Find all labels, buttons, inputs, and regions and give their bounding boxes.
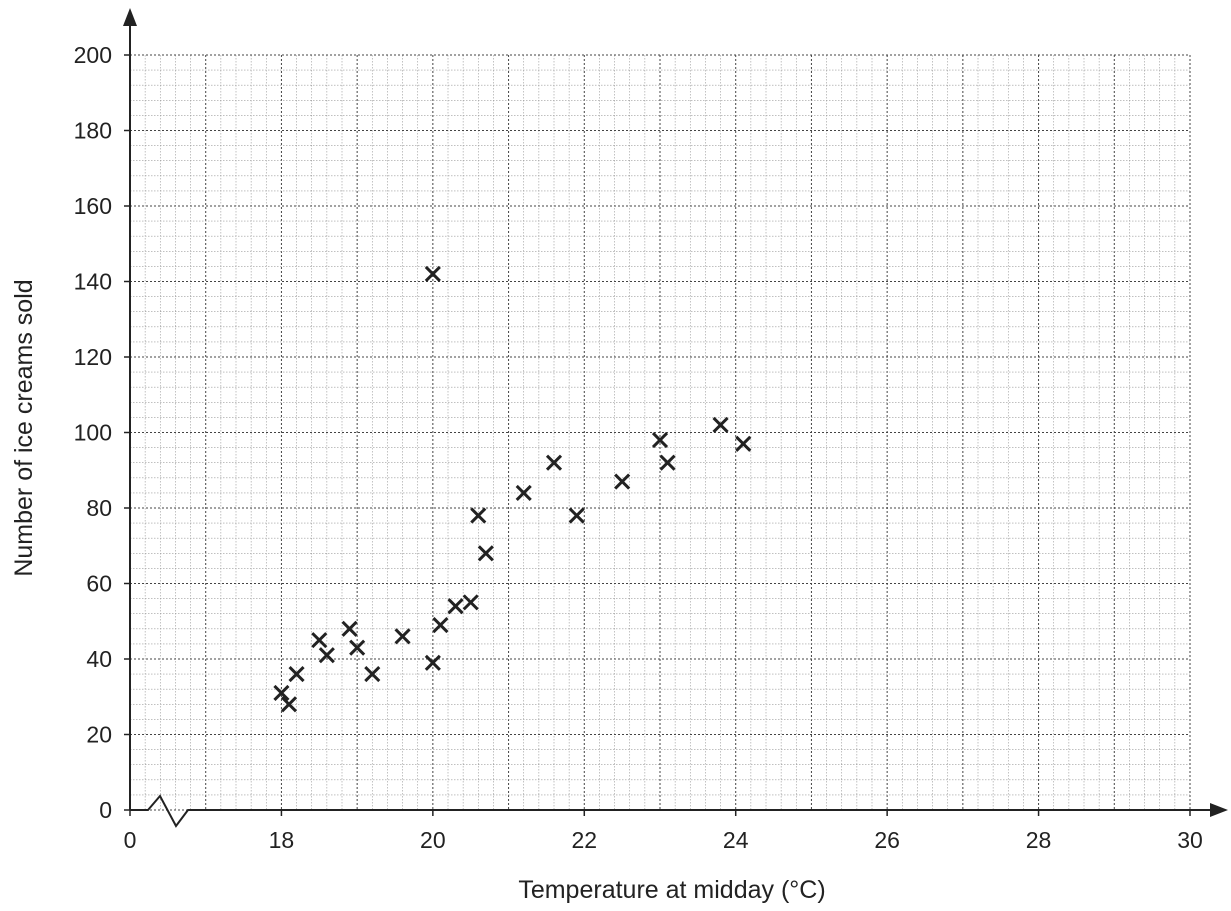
data-point: [515, 484, 532, 501]
data-point: [614, 473, 631, 490]
data-point: [432, 616, 449, 634]
data-point: [273, 684, 290, 702]
data-point: [424, 265, 441, 283]
data-point-stroke: [311, 632, 328, 649]
x-tick-label: 18: [269, 827, 295, 853]
data-point: [349, 639, 366, 656]
data-point-stroke: [424, 654, 441, 671]
data-point-stroke: [364, 666, 381, 683]
data-points: [273, 265, 752, 713]
data-point: [659, 454, 676, 471]
data-point-stroke: [394, 628, 411, 645]
data-point: [424, 654, 441, 671]
data-point: [394, 628, 411, 645]
y-axis-label: Number of ice creams sold: [10, 279, 38, 576]
data-point-stroke: [280, 696, 298, 713]
data-point: [735, 435, 752, 452]
data-point-stroke: [447, 598, 464, 615]
y-tick-label: 20: [86, 722, 112, 748]
x-tick-label: 20: [420, 827, 446, 853]
data-point: [462, 594, 479, 611]
data-point: [470, 507, 487, 524]
data-point: [545, 454, 563, 471]
data-point: [477, 545, 494, 562]
y-tick-label: 200: [74, 42, 112, 68]
data-point: [447, 598, 464, 615]
data-point-stroke: [288, 666, 305, 683]
data-point-stroke: [318, 647, 335, 664]
x-axis-arrow: [1210, 803, 1228, 817]
data-point-stroke: [659, 454, 676, 471]
axes: [123, 8, 1228, 828]
data-point-stroke: [568, 507, 585, 524]
data-point-stroke: [470, 507, 487, 524]
y-tick-label: 80: [86, 495, 112, 521]
x-axis-label: Temperature at midday (°C): [518, 876, 825, 904]
data-point-stroke: [614, 473, 631, 490]
data-point: [311, 632, 328, 649]
x-tick-label: 22: [571, 827, 597, 853]
data-point-stroke: [432, 616, 449, 634]
x-axis-line: [130, 794, 1212, 828]
x-tick-labels: 0 18 20 22 24 26 28 30: [124, 810, 1203, 853]
x-tick-label: 24: [723, 827, 749, 853]
data-point: [568, 507, 585, 524]
data-point: [364, 666, 381, 683]
y-tick-label: 180: [74, 118, 112, 144]
data-point-stroke: [462, 594, 479, 611]
y-tick-labels: 0 20 40 60 80 100 120 140 160 180 200: [74, 42, 130, 823]
y-axis-arrow: [123, 8, 137, 26]
data-point: [651, 431, 669, 449]
x-tick-label: 0: [124, 827, 137, 853]
data-point: [712, 416, 729, 434]
grid: [129, 54, 1191, 811]
data-point-stroke: [651, 431, 669, 449]
data-point-stroke: [545, 454, 563, 471]
y-tick-label: 160: [74, 193, 112, 219]
data-point-stroke: [735, 435, 752, 452]
data-point-stroke: [515, 484, 532, 501]
data-point-stroke: [477, 545, 494, 562]
x-tick-label: 30: [1177, 827, 1203, 853]
data-point-stroke: [341, 620, 358, 637]
y-tick-label: 40: [86, 646, 112, 672]
data-point: [280, 696, 298, 713]
data-point: [318, 647, 335, 664]
data-point-stroke: [273, 684, 290, 702]
data-point-stroke: [349, 639, 366, 656]
data-point-stroke: [424, 265, 441, 283]
data-point: [288, 666, 305, 683]
x-tick-label: 26: [874, 827, 900, 853]
data-point-stroke: [712, 416, 729, 434]
y-tick-label: 120: [74, 344, 112, 370]
data-point: [341, 620, 358, 637]
y-tick-label: 140: [74, 269, 112, 295]
y-tick-label: 0: [99, 797, 112, 823]
y-tick-label: 60: [86, 571, 112, 597]
x-tick-label: 28: [1026, 827, 1052, 853]
y-tick-label: 100: [74, 420, 112, 446]
